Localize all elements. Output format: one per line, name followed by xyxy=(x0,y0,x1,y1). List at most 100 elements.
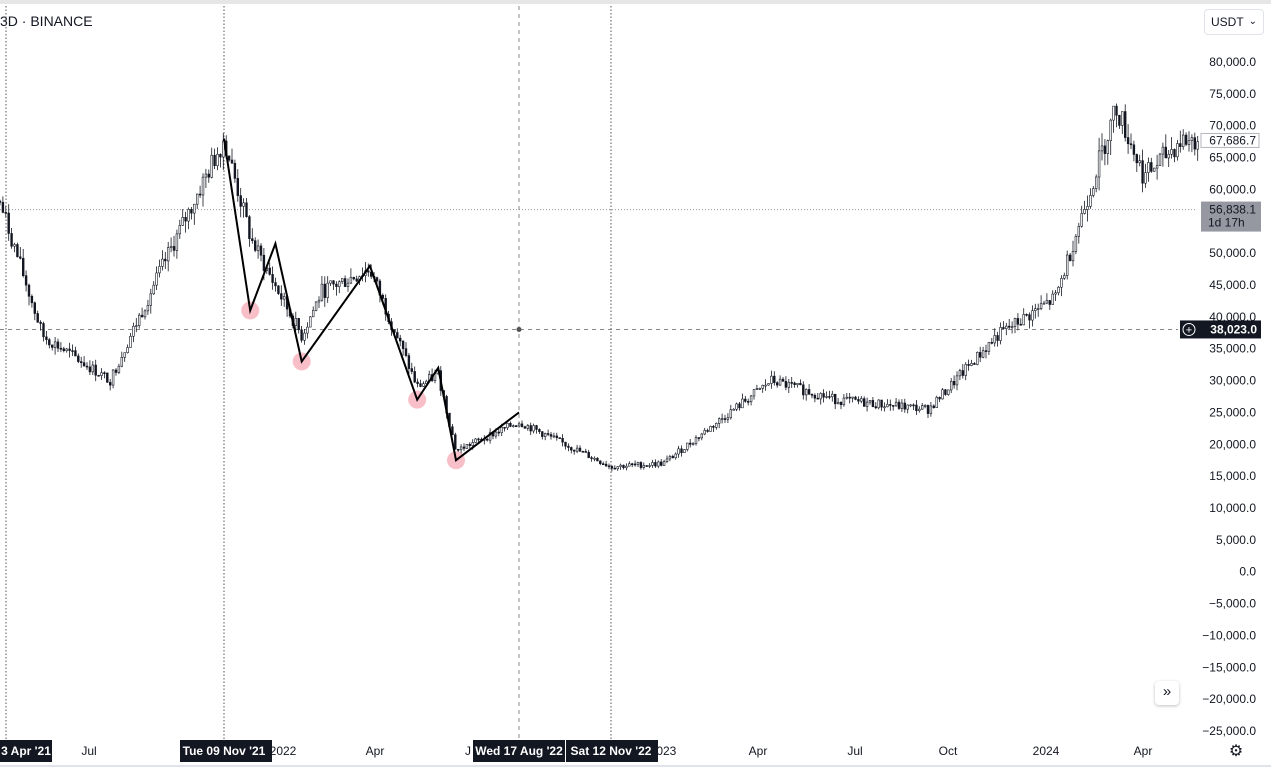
candle xyxy=(622,464,625,470)
candle-body xyxy=(216,153,219,167)
candle-body xyxy=(604,463,608,467)
price-tick-label: 5,000.0 xyxy=(1216,533,1256,547)
candle xyxy=(947,389,950,396)
candle xyxy=(575,444,579,454)
candle xyxy=(526,423,530,431)
candle xyxy=(758,387,762,390)
candle xyxy=(686,442,689,452)
candle xyxy=(329,280,332,287)
candle-body xyxy=(683,449,686,453)
candle-body xyxy=(538,429,541,432)
candle xyxy=(398,334,402,347)
candle xyxy=(1097,137,1101,191)
candle xyxy=(1144,163,1147,188)
candle xyxy=(326,276,329,303)
candle-body xyxy=(152,284,155,295)
candle-body xyxy=(1115,105,1118,116)
candle-body xyxy=(726,417,730,420)
candle-body xyxy=(196,193,199,205)
candle-body xyxy=(1005,325,1008,330)
price-tick-label: 80,000.0 xyxy=(1209,55,1256,69)
candle-body xyxy=(1089,195,1092,207)
candle-body xyxy=(259,245,263,256)
candle xyxy=(488,428,492,444)
candle xyxy=(335,281,338,296)
candle-body xyxy=(633,463,637,466)
candle-body xyxy=(68,348,71,351)
candle-body xyxy=(964,364,967,376)
candle xyxy=(39,320,42,331)
price-tick-label: 70,000.0 xyxy=(1209,119,1256,133)
candle-body xyxy=(297,318,300,331)
candle-body xyxy=(352,277,355,280)
candle xyxy=(816,392,820,400)
candle xyxy=(1164,134,1168,159)
candle-body xyxy=(1016,318,1020,325)
candle-body xyxy=(329,280,332,284)
candle-body xyxy=(1132,144,1136,155)
candle-body xyxy=(1141,160,1144,184)
candle xyxy=(709,425,712,432)
axis-settings-button[interactable]: ⚙ xyxy=(1226,742,1246,762)
candle-body xyxy=(839,401,843,406)
candle-body xyxy=(717,418,721,424)
time-highlight-label: 3 Apr '21 xyxy=(1,744,51,758)
candle-body xyxy=(85,365,89,368)
candle-body xyxy=(7,212,10,234)
candle xyxy=(167,241,170,272)
candle xyxy=(665,455,669,464)
candle-body xyxy=(854,396,857,400)
candle xyxy=(216,147,219,171)
candle xyxy=(596,457,599,462)
candle xyxy=(752,389,756,400)
candle xyxy=(1153,167,1156,172)
candle-body xyxy=(126,347,129,353)
candle xyxy=(659,458,663,467)
candle xyxy=(1066,250,1069,280)
scroll-to-realtime-button[interactable]: » xyxy=(1155,681,1179,705)
candle xyxy=(451,423,454,436)
candle xyxy=(883,402,886,412)
double-chevron-right-icon: » xyxy=(1162,683,1172,700)
candle xyxy=(1179,130,1182,153)
candle-body xyxy=(0,200,2,203)
chevron-down-icon: ⌄ xyxy=(1248,16,1257,27)
candle xyxy=(1039,295,1043,311)
candle-body xyxy=(880,399,883,408)
candle-body xyxy=(1007,325,1011,328)
candle-body xyxy=(749,395,753,402)
candle-body xyxy=(630,463,634,466)
candle xyxy=(80,356,83,368)
candle xyxy=(1013,317,1017,334)
candle xyxy=(36,310,39,323)
candle-body xyxy=(219,153,222,158)
candle xyxy=(1037,303,1040,317)
price-tick-label: 75,000.0 xyxy=(1209,87,1256,101)
candle-body xyxy=(796,383,799,385)
candle xyxy=(1106,139,1110,165)
candle xyxy=(770,370,773,389)
candle xyxy=(42,321,45,342)
candle xyxy=(715,422,718,430)
candle xyxy=(891,405,895,411)
candle-body xyxy=(190,209,193,214)
candle-body xyxy=(883,406,886,409)
currency-dropdown[interactable]: USDT ⌄ xyxy=(1204,9,1264,35)
candle-body xyxy=(1077,225,1081,237)
candle-body xyxy=(674,453,677,459)
candle xyxy=(520,420,524,428)
candle-body xyxy=(97,374,100,377)
candle-body xyxy=(10,233,13,247)
candle-body xyxy=(117,365,121,373)
candle xyxy=(604,460,608,468)
candle-body xyxy=(485,438,489,441)
candle xyxy=(628,461,631,467)
candle xyxy=(71,344,74,356)
candle xyxy=(138,312,141,329)
candle-body xyxy=(1028,314,1031,321)
candle xyxy=(610,465,614,472)
price-tick-label: 20,000.0 xyxy=(1209,437,1256,451)
candle-body xyxy=(114,369,118,373)
candle-body xyxy=(454,434,457,450)
